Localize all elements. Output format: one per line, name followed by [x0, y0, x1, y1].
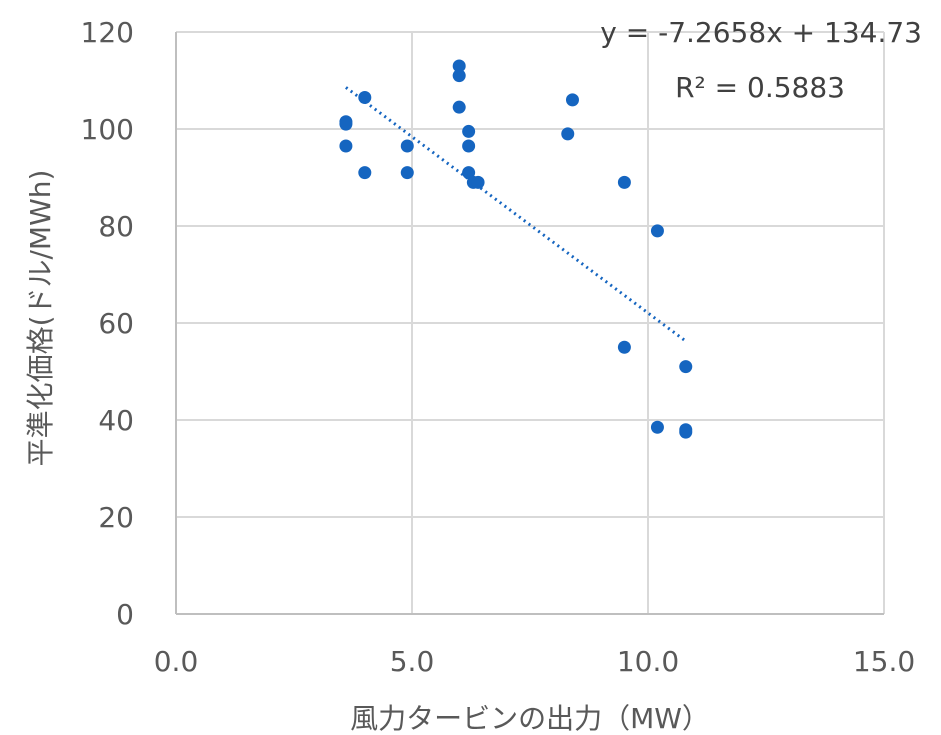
scatter-point	[561, 127, 575, 141]
scatter-point	[400, 166, 414, 180]
scatter-point	[679, 425, 693, 439]
scatter-point	[462, 139, 476, 153]
y-tick-label: 80	[98, 210, 134, 243]
scatter-point	[650, 224, 664, 238]
trendline-r-squared: R² = 0.5883	[675, 71, 845, 104]
scatter-point	[452, 69, 466, 83]
scatter-point	[358, 90, 372, 104]
scatter-point	[617, 175, 631, 189]
trendline-group	[345, 86, 687, 343]
scatter-point	[452, 100, 466, 114]
y-tick-label: 20	[98, 501, 134, 534]
y-tick-label: 120	[81, 16, 134, 49]
y-axis-title: 平準化価格(ドル/MWh)	[24, 170, 57, 467]
x-tick-label: 15.0	[853, 645, 915, 678]
scatter-point	[462, 124, 476, 138]
scatter-point	[679, 360, 693, 374]
scatter-point	[471, 175, 485, 189]
scatter-point	[452, 59, 466, 73]
y-tick-label: 100	[81, 113, 134, 146]
tick-labels: 0 20 40 60 80 100 120 0.0 5.0 10.0 15.0	[81, 16, 916, 678]
x-tick-label: 10.0	[617, 645, 679, 678]
y-tick-label: 60	[98, 307, 134, 340]
y-tick-label: 40	[98, 404, 134, 437]
scatter-point	[400, 139, 414, 153]
y-tick-label: 0	[116, 598, 134, 631]
data-points	[339, 59, 693, 439]
scatter-point	[650, 420, 664, 434]
trendline	[345, 86, 687, 343]
scatter-point	[462, 166, 476, 180]
scatter-point	[339, 139, 353, 153]
axes	[175, 32, 884, 615]
scatter-point	[339, 117, 353, 131]
x-tick-label: 0.0	[154, 645, 199, 678]
trendline-equation: y = -7.2658x + 134.73	[600, 16, 922, 49]
scatter-point	[617, 340, 631, 354]
scatter-point	[358, 166, 372, 180]
x-axis-title: 風力タービンの出力（MW）	[350, 702, 710, 735]
gridlines	[176, 31, 885, 614]
x-tick-label: 5.0	[390, 645, 435, 678]
scatter-point	[565, 93, 579, 107]
